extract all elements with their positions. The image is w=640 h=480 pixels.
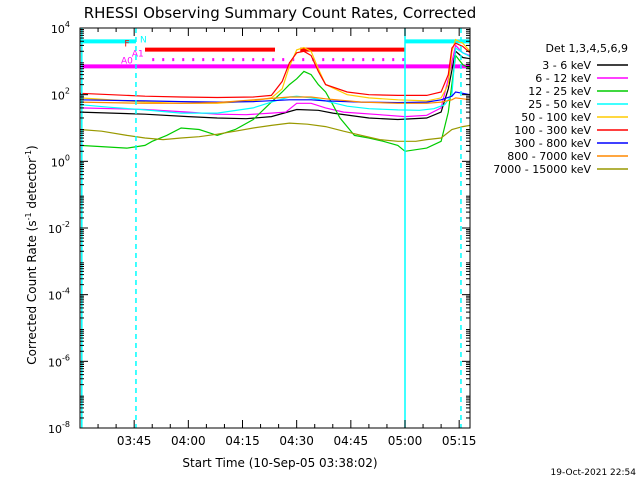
x-tick-label-6: 05:15 [442, 434, 477, 448]
y-axis-label: Corrected Count Rate (s-1 detector-1) [24, 145, 39, 364]
x-axis-label: Start Time (10-Sep-05 03:38:02) [182, 456, 377, 470]
y-tick-label-2: 100 [51, 153, 70, 169]
legend-label-0: 3 - 6 keV [542, 59, 591, 72]
y-tick-label-4: 10-4 [48, 287, 70, 303]
y-tick-label-0: 104 [51, 20, 70, 36]
series-line-1 [79, 44, 471, 118]
bar-label-A0: A0 [121, 56, 133, 66]
legend-label-5: 100 - 300 keV [514, 124, 591, 137]
x-tick-label-1: 04:00 [171, 434, 206, 448]
chart-title: RHESSI Observing Summary Count Rates, Co… [84, 4, 477, 22]
series-lines [79, 38, 471, 152]
y-tick-label-1: 102 [51, 87, 70, 103]
y-tick-label-5: 10-6 [48, 353, 70, 369]
legend-label-4: 50 - 100 keV [521, 111, 591, 124]
axes: 104 102 100 10-2 10-4 10-6 10-8 03:45 04:00 04:15… [48, 20, 476, 448]
legend-label-6: 300 - 800 keV [514, 137, 591, 150]
series-line-5 [79, 42, 471, 99]
render-timestamp: 19-Oct-2021 22:54 [550, 468, 636, 478]
bar-label-N: N [140, 35, 147, 45]
plot-area [80, 28, 470, 428]
series-line-2 [79, 54, 471, 152]
series-line-7 [79, 96, 471, 104]
y-tick-label-3: 10-2 [48, 220, 70, 236]
bar-label-F: F [124, 40, 129, 50]
y-tick-label-6: 10-8 [48, 420, 70, 436]
legend-label-8: 7000 - 15000 keV [493, 163, 591, 176]
bar-label-A1: A1 [132, 50, 144, 60]
x-tick-label-3: 04:30 [279, 434, 314, 448]
x-tick-label-5: 05:00 [388, 434, 423, 448]
legend-label-2: 12 - 25 keV [528, 85, 591, 98]
x-tick-label-2: 04:15 [225, 434, 260, 448]
legend-label-1: 6 - 12 keV [535, 72, 591, 85]
legend-label-3: 25 - 50 keV [528, 98, 591, 111]
series-line-6 [79, 91, 471, 104]
plot-background [80, 28, 470, 428]
legend-title: Det 1,3,4,5,6,9 [545, 42, 628, 55]
x-tick-label-0: 03:45 [117, 434, 152, 448]
series-line-0 [79, 50, 471, 121]
legend-label-7: 800 - 7000 keV [507, 150, 591, 163]
x-tick-label-4: 04:45 [334, 434, 369, 448]
series-line-8 [79, 122, 471, 142]
